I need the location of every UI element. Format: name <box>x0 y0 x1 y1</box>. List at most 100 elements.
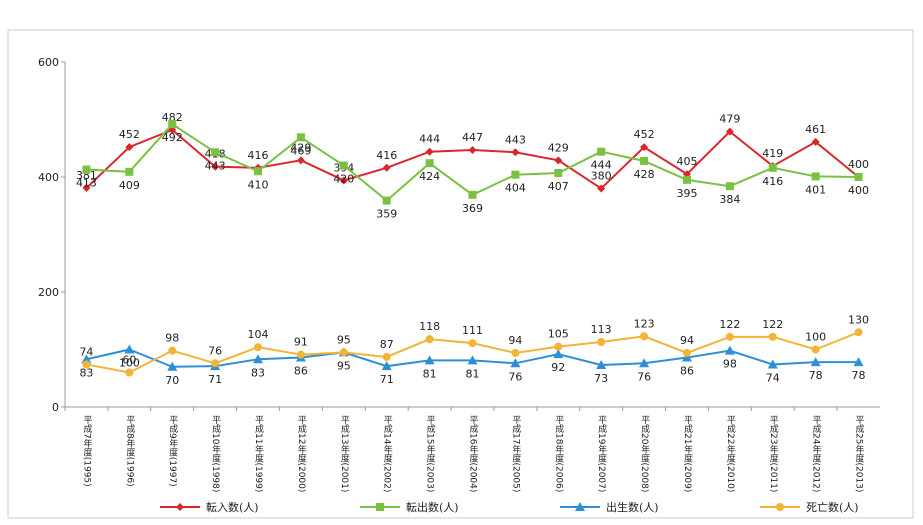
data-label: 94 <box>680 334 694 347</box>
data-point <box>681 352 692 362</box>
data-label: 492 <box>162 131 183 144</box>
data-label: 92 <box>551 361 565 374</box>
data-label: 95 <box>337 359 351 372</box>
data-point <box>424 355 435 365</box>
data-point <box>211 162 220 171</box>
data-label: 482 <box>162 111 183 124</box>
data-label: 95 <box>337 333 351 346</box>
data-point <box>82 183 91 192</box>
legend-label: 転出数(人) <box>406 500 459 514</box>
data-point <box>510 358 521 368</box>
x-tick-label: 平成21年度(2009) <box>682 415 693 492</box>
data-point <box>382 163 391 172</box>
data-point <box>381 361 392 371</box>
data-point <box>811 137 820 146</box>
data-label: 461 <box>805 123 826 136</box>
data-label: 111 <box>462 324 483 337</box>
data-point <box>725 127 734 136</box>
data-point <box>511 348 520 357</box>
data-label: 83 <box>251 366 265 379</box>
legend-label: 転入数(人) <box>206 501 259 514</box>
x-tick-label: 平成10年度(1998) <box>210 415 221 492</box>
x-tick-label: 平成14年度(2002) <box>382 415 393 492</box>
data-label: 78 <box>809 369 823 382</box>
x-tick-label: 平成12年度(2000) <box>296 415 307 492</box>
data-label: 419 <box>762 147 783 160</box>
data-label: 83 <box>79 366 93 379</box>
data-point <box>124 344 135 354</box>
data-point <box>382 196 391 205</box>
data-label: 452 <box>119 128 140 141</box>
data-label: 123 <box>634 317 655 330</box>
data-point <box>211 359 220 368</box>
data-label: 443 <box>505 133 526 146</box>
data-label: 86 <box>294 365 308 378</box>
data-label: 428 <box>634 168 655 181</box>
data-point <box>725 182 734 191</box>
data-point <box>682 175 691 184</box>
data-label: 416 <box>248 149 269 162</box>
data-point <box>382 352 391 361</box>
data-label: 400 <box>848 158 869 171</box>
data-point <box>125 368 134 377</box>
x-tick-label: 平成13年度(2001) <box>339 415 350 492</box>
data-label: 74 <box>766 371 780 384</box>
data-label: 413 <box>76 177 97 190</box>
y-tick-label: 0 <box>52 401 59 414</box>
legend-marker <box>575 502 585 511</box>
data-point <box>553 349 564 359</box>
data-label: 71 <box>380 373 394 386</box>
data-point <box>425 147 434 156</box>
x-tick-label: 平成25年度(2013) <box>854 415 865 492</box>
data-label: 359 <box>376 208 397 221</box>
x-tick-label: 平成19年度(2007) <box>596 415 607 492</box>
x-tick-label: 平成24年度(2012) <box>811 415 822 492</box>
data-label: 369 <box>462 202 483 215</box>
data-point <box>425 335 434 344</box>
data-point <box>639 358 650 368</box>
data-label: 71 <box>208 373 222 386</box>
data-label: 105 <box>548 328 569 341</box>
data-point <box>468 145 477 154</box>
data-point <box>296 156 305 165</box>
data-label: 70 <box>165 374 179 387</box>
data-label: 380 <box>591 170 612 183</box>
legend-marker <box>376 503 384 511</box>
data-point <box>597 147 606 156</box>
data-label: 443 <box>205 159 226 172</box>
data-label: 452 <box>634 128 655 141</box>
data-label: 81 <box>466 367 480 380</box>
data-point <box>168 125 177 134</box>
data-label: 78 <box>852 369 866 382</box>
data-point <box>768 332 777 341</box>
data-label: 416 <box>762 175 783 188</box>
data-point <box>253 354 264 364</box>
data-label: 130 <box>848 313 869 326</box>
data-label: 400 <box>848 184 869 197</box>
data-label: 74 <box>79 345 93 358</box>
data-label: 60 <box>122 354 136 367</box>
data-label: 424 <box>419 170 440 183</box>
data-label: 118 <box>419 320 440 333</box>
data-point <box>640 156 649 165</box>
data-label: 429 <box>548 141 569 154</box>
data-label: 91 <box>294 336 308 349</box>
data-label: 81 <box>423 367 437 380</box>
data-label: 113 <box>591 323 612 336</box>
x-tick-label: 平成9年度(1997) <box>167 415 178 487</box>
data-point <box>82 360 91 369</box>
data-label: 479 <box>719 113 740 126</box>
data-label: 76 <box>208 344 222 357</box>
x-tick-label: 平成22年度(2010) <box>725 415 736 492</box>
data-point <box>168 120 177 129</box>
data-point <box>597 338 606 347</box>
data-point <box>854 173 863 181</box>
data-point <box>125 167 134 176</box>
data-label: 395 <box>676 187 697 200</box>
data-label: 73 <box>594 372 608 385</box>
data-point <box>511 148 520 157</box>
data-label: 76 <box>637 370 651 383</box>
data-point <box>82 165 91 174</box>
data-label: 98 <box>165 332 179 345</box>
